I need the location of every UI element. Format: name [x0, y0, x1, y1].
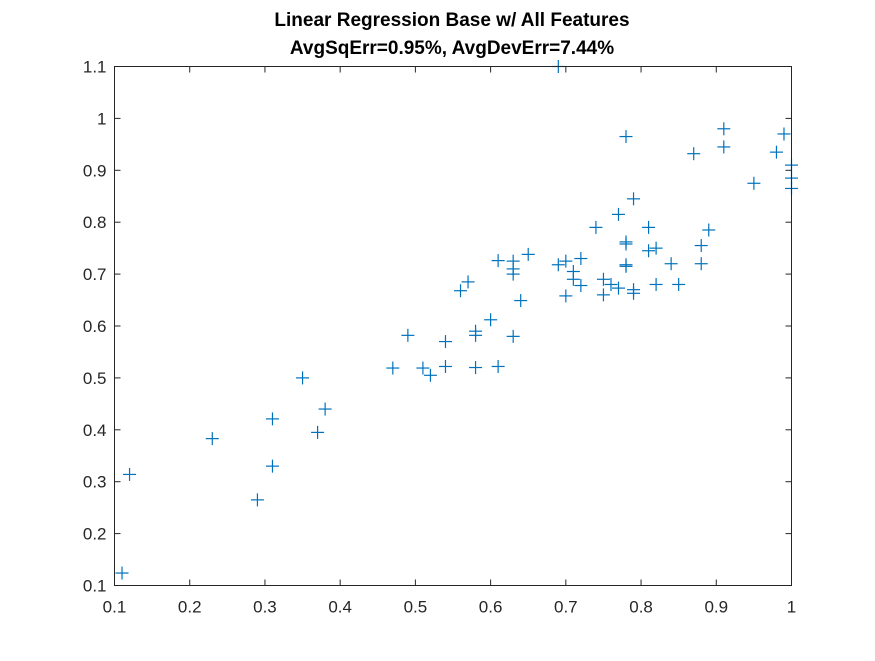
- data-point: [296, 371, 310, 385]
- data-point: [642, 220, 656, 234]
- data-point: [596, 288, 610, 302]
- data-series: [115, 60, 798, 580]
- data-point: [589, 220, 603, 234]
- x-tick-label: 0.7: [554, 598, 578, 617]
- data-point: [506, 267, 520, 281]
- data-point: [747, 176, 761, 190]
- y-tick-label: 0.7: [83, 265, 107, 284]
- data-point: [619, 130, 633, 144]
- data-point: [205, 432, 219, 446]
- y-tick-label: 0.9: [83, 161, 107, 180]
- data-point: [386, 361, 400, 375]
- data-point: [769, 145, 783, 159]
- data-point: [574, 279, 588, 293]
- data-point: [423, 368, 437, 382]
- data-point: [454, 284, 468, 298]
- data-point: [123, 467, 137, 481]
- data-point: [649, 241, 663, 255]
- y-tick-label: 0.4: [83, 421, 107, 440]
- data-point: [265, 412, 279, 426]
- y-tick-label: 0.5: [83, 369, 107, 388]
- y-axis: 0.1 0.2 0.3 0.4 0.5 0.6 0.7 0.8 0.9 1 1.1: [83, 58, 792, 596]
- data-point: [611, 281, 625, 295]
- data-point: [664, 257, 678, 271]
- data-point: [611, 207, 625, 221]
- y-tick-label: 1.1: [83, 58, 107, 77]
- data-point: [619, 259, 633, 273]
- data-point: [649, 277, 663, 291]
- data-point: [777, 127, 791, 141]
- x-tick-label: 0.8: [629, 598, 653, 617]
- data-point: [551, 258, 565, 272]
- data-point: [250, 493, 264, 507]
- data-point: [604, 277, 618, 291]
- data-point: [461, 275, 475, 289]
- data-point: [694, 239, 708, 253]
- data-point: [521, 247, 535, 261]
- data-point: [672, 277, 686, 291]
- data-point: [574, 252, 588, 266]
- chart-subtitle: AvgSqErr=0.95%, AvgDevErr=7.44%: [290, 38, 614, 59]
- data-point: [491, 254, 505, 268]
- data-point: [311, 425, 325, 439]
- x-axis: 0.1 0.2 0.3 0.4 0.5 0.6 0.7 0.8 0.9 1: [103, 66, 796, 617]
- x-tick-label: 0.6: [479, 598, 503, 617]
- data-point: [416, 361, 430, 375]
- data-point: [318, 402, 332, 416]
- y-tick-label: 0.8: [83, 213, 107, 232]
- y-tick-label: 0.2: [83, 525, 107, 544]
- data-point: [687, 147, 701, 161]
- data-point: [627, 192, 641, 206]
- data-point: [469, 324, 483, 338]
- data-point: [596, 272, 610, 286]
- data-point: [642, 244, 656, 258]
- data-point: [115, 566, 129, 580]
- x-tick-label: 0.4: [328, 598, 352, 617]
- data-point: [559, 254, 573, 268]
- data-point: [566, 272, 580, 286]
- data-point: [619, 237, 633, 251]
- data-point: [694, 257, 708, 271]
- data-point: [438, 359, 452, 373]
- data-point: [506, 329, 520, 343]
- plot-area-box: [114, 66, 792, 586]
- data-point: [401, 328, 415, 342]
- x-tick-label: 0.3: [253, 598, 277, 617]
- x-tick-label: 0.5: [404, 598, 428, 617]
- x-tick-label: 0.1: [103, 598, 127, 617]
- x-tick-label: 1: [787, 598, 796, 617]
- data-point: [702, 223, 716, 237]
- data-point: [627, 286, 641, 300]
- x-tick-label: 0.2: [178, 598, 202, 617]
- data-point: [559, 289, 573, 303]
- data-point: [469, 361, 483, 375]
- data-point: [717, 140, 731, 154]
- y-tick-label: 0.1: [83, 577, 107, 596]
- data-point: [491, 359, 505, 373]
- y-tick-label: 1: [97, 109, 106, 128]
- y-tick-label: 0.6: [83, 317, 107, 336]
- data-point: [717, 122, 731, 136]
- data-point: [514, 294, 528, 308]
- data-point: [265, 459, 279, 473]
- chart-title: Linear Regression Base w/ All Features: [274, 10, 629, 31]
- data-point: [438, 335, 452, 349]
- y-tick-label: 0.3: [83, 473, 107, 492]
- x-tick-label: 0.9: [704, 598, 728, 617]
- data-point: [484, 313, 498, 327]
